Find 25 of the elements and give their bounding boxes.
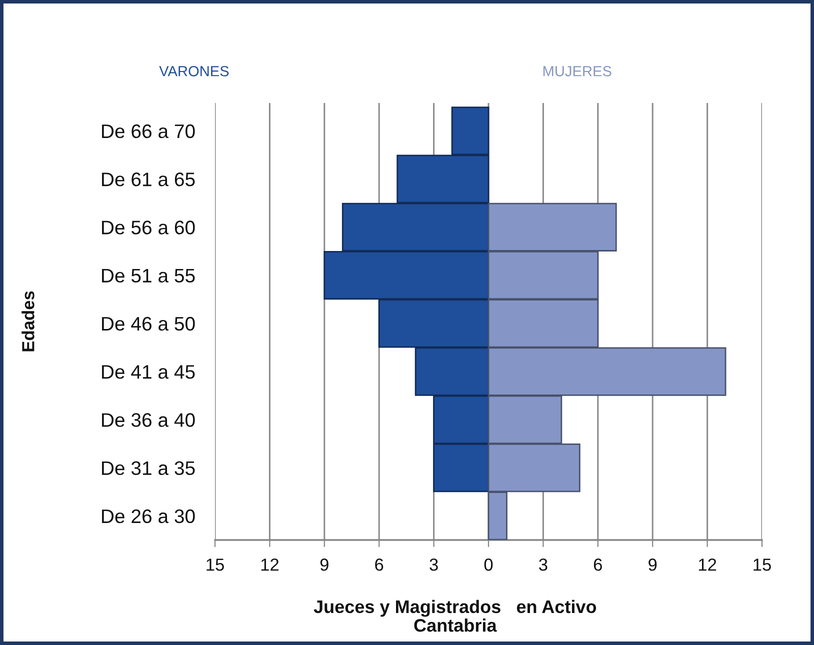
text: VARONES bbox=[159, 66, 229, 76]
x-tick-label: 12 bbox=[698, 558, 716, 571]
x-axis-title: Jueces y Magistrados en Activo bbox=[314, 600, 596, 617]
x-tick-label: 3 bbox=[539, 558, 548, 571]
x-tick-label: 15 bbox=[206, 558, 224, 571]
x-tick-label: 6 bbox=[594, 558, 602, 571]
text: MUJERES bbox=[543, 66, 612, 76]
y-tick-label: De 61 a 65 bbox=[102, 172, 195, 186]
y-tick-label: De 41 a 45 bbox=[102, 365, 195, 379]
y-tick-label: De 36 a 40 bbox=[102, 413, 195, 427]
x-tick-label: 12 bbox=[261, 558, 278, 571]
text: Cantabria bbox=[414, 618, 497, 632]
x-tick-label: 0 bbox=[484, 558, 493, 571]
y-axis-title: Edades bbox=[22, 291, 34, 352]
y-tick-label: De 51 a 55 bbox=[102, 268, 195, 283]
x-tick-label: 6 bbox=[375, 558, 384, 571]
x-tick-label: 15 bbox=[754, 558, 771, 571]
y-tick-label: De 46 a 50 bbox=[102, 316, 195, 331]
y-tick-label: De 31 a 35 bbox=[102, 461, 195, 476]
x-tick-label: 9 bbox=[648, 558, 657, 571]
y-tick-label: De 26 a 30 bbox=[102, 509, 195, 524]
x-tick-label: 9 bbox=[320, 558, 328, 571]
y-tick-label: De 56 a 60 bbox=[102, 220, 195, 234]
x-tick-label: 3 bbox=[430, 558, 438, 571]
y-tick-label: De 66 a 70 bbox=[102, 124, 195, 138]
